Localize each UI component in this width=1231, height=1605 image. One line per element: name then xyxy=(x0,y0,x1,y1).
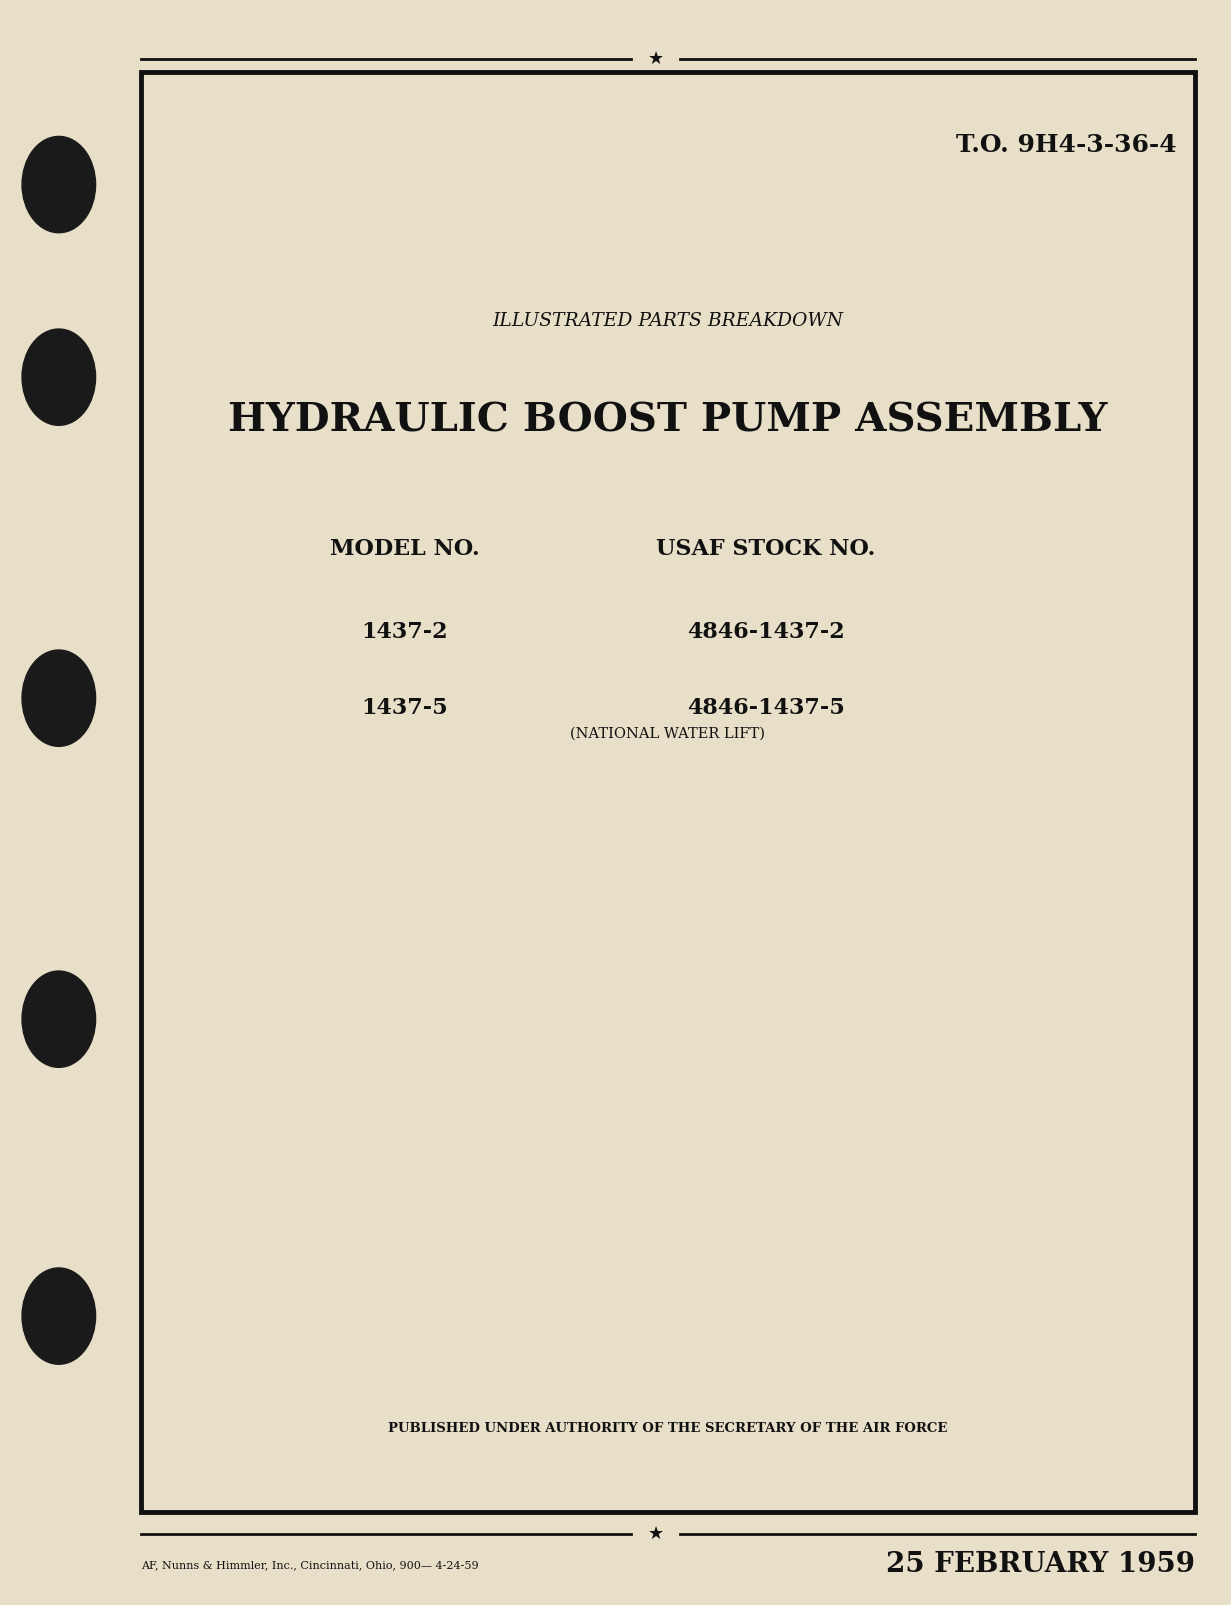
Text: (NATIONAL WATER LIFT): (NATIONAL WATER LIFT) xyxy=(570,727,766,740)
Text: AF, Nunns & Himmler, Inc., Cincinnati, Ohio, 900— 4-24-59: AF, Nunns & Himmler, Inc., Cincinnati, O… xyxy=(140,1560,479,1570)
Bar xyxy=(140,72,1195,1512)
Text: USAF STOCK NO.: USAF STOCK NO. xyxy=(656,538,875,560)
Text: 25 FEBRUARY 1959: 25 FEBRUARY 1959 xyxy=(886,1552,1195,1578)
Text: 1437-5: 1437-5 xyxy=(361,697,448,719)
Text: ILLUSTRATED PARTS BREAKDOWN: ILLUSTRATED PARTS BREAKDOWN xyxy=(492,311,843,331)
Circle shape xyxy=(22,1268,96,1364)
Text: ★: ★ xyxy=(648,1525,664,1544)
Text: ★: ★ xyxy=(648,50,664,69)
Text: T.O. 9H4-3-36-4: T.O. 9H4-3-36-4 xyxy=(955,133,1177,157)
Circle shape xyxy=(22,971,96,1067)
Text: PUBLISHED UNDER AUTHORITY OF THE SECRETARY OF THE AIR FORCE: PUBLISHED UNDER AUTHORITY OF THE SECRETA… xyxy=(388,1422,948,1435)
Circle shape xyxy=(22,650,96,746)
Text: HYDRAULIC BOOST PUMP ASSEMBLY: HYDRAULIC BOOST PUMP ASSEMBLY xyxy=(228,401,1108,440)
Text: 1437-2: 1437-2 xyxy=(361,621,448,644)
Circle shape xyxy=(22,329,96,425)
Circle shape xyxy=(22,136,96,233)
Text: 4846-1437-2: 4846-1437-2 xyxy=(687,621,844,644)
Text: MODEL NO.: MODEL NO. xyxy=(330,538,479,560)
Text: 4846-1437-5: 4846-1437-5 xyxy=(687,697,844,719)
